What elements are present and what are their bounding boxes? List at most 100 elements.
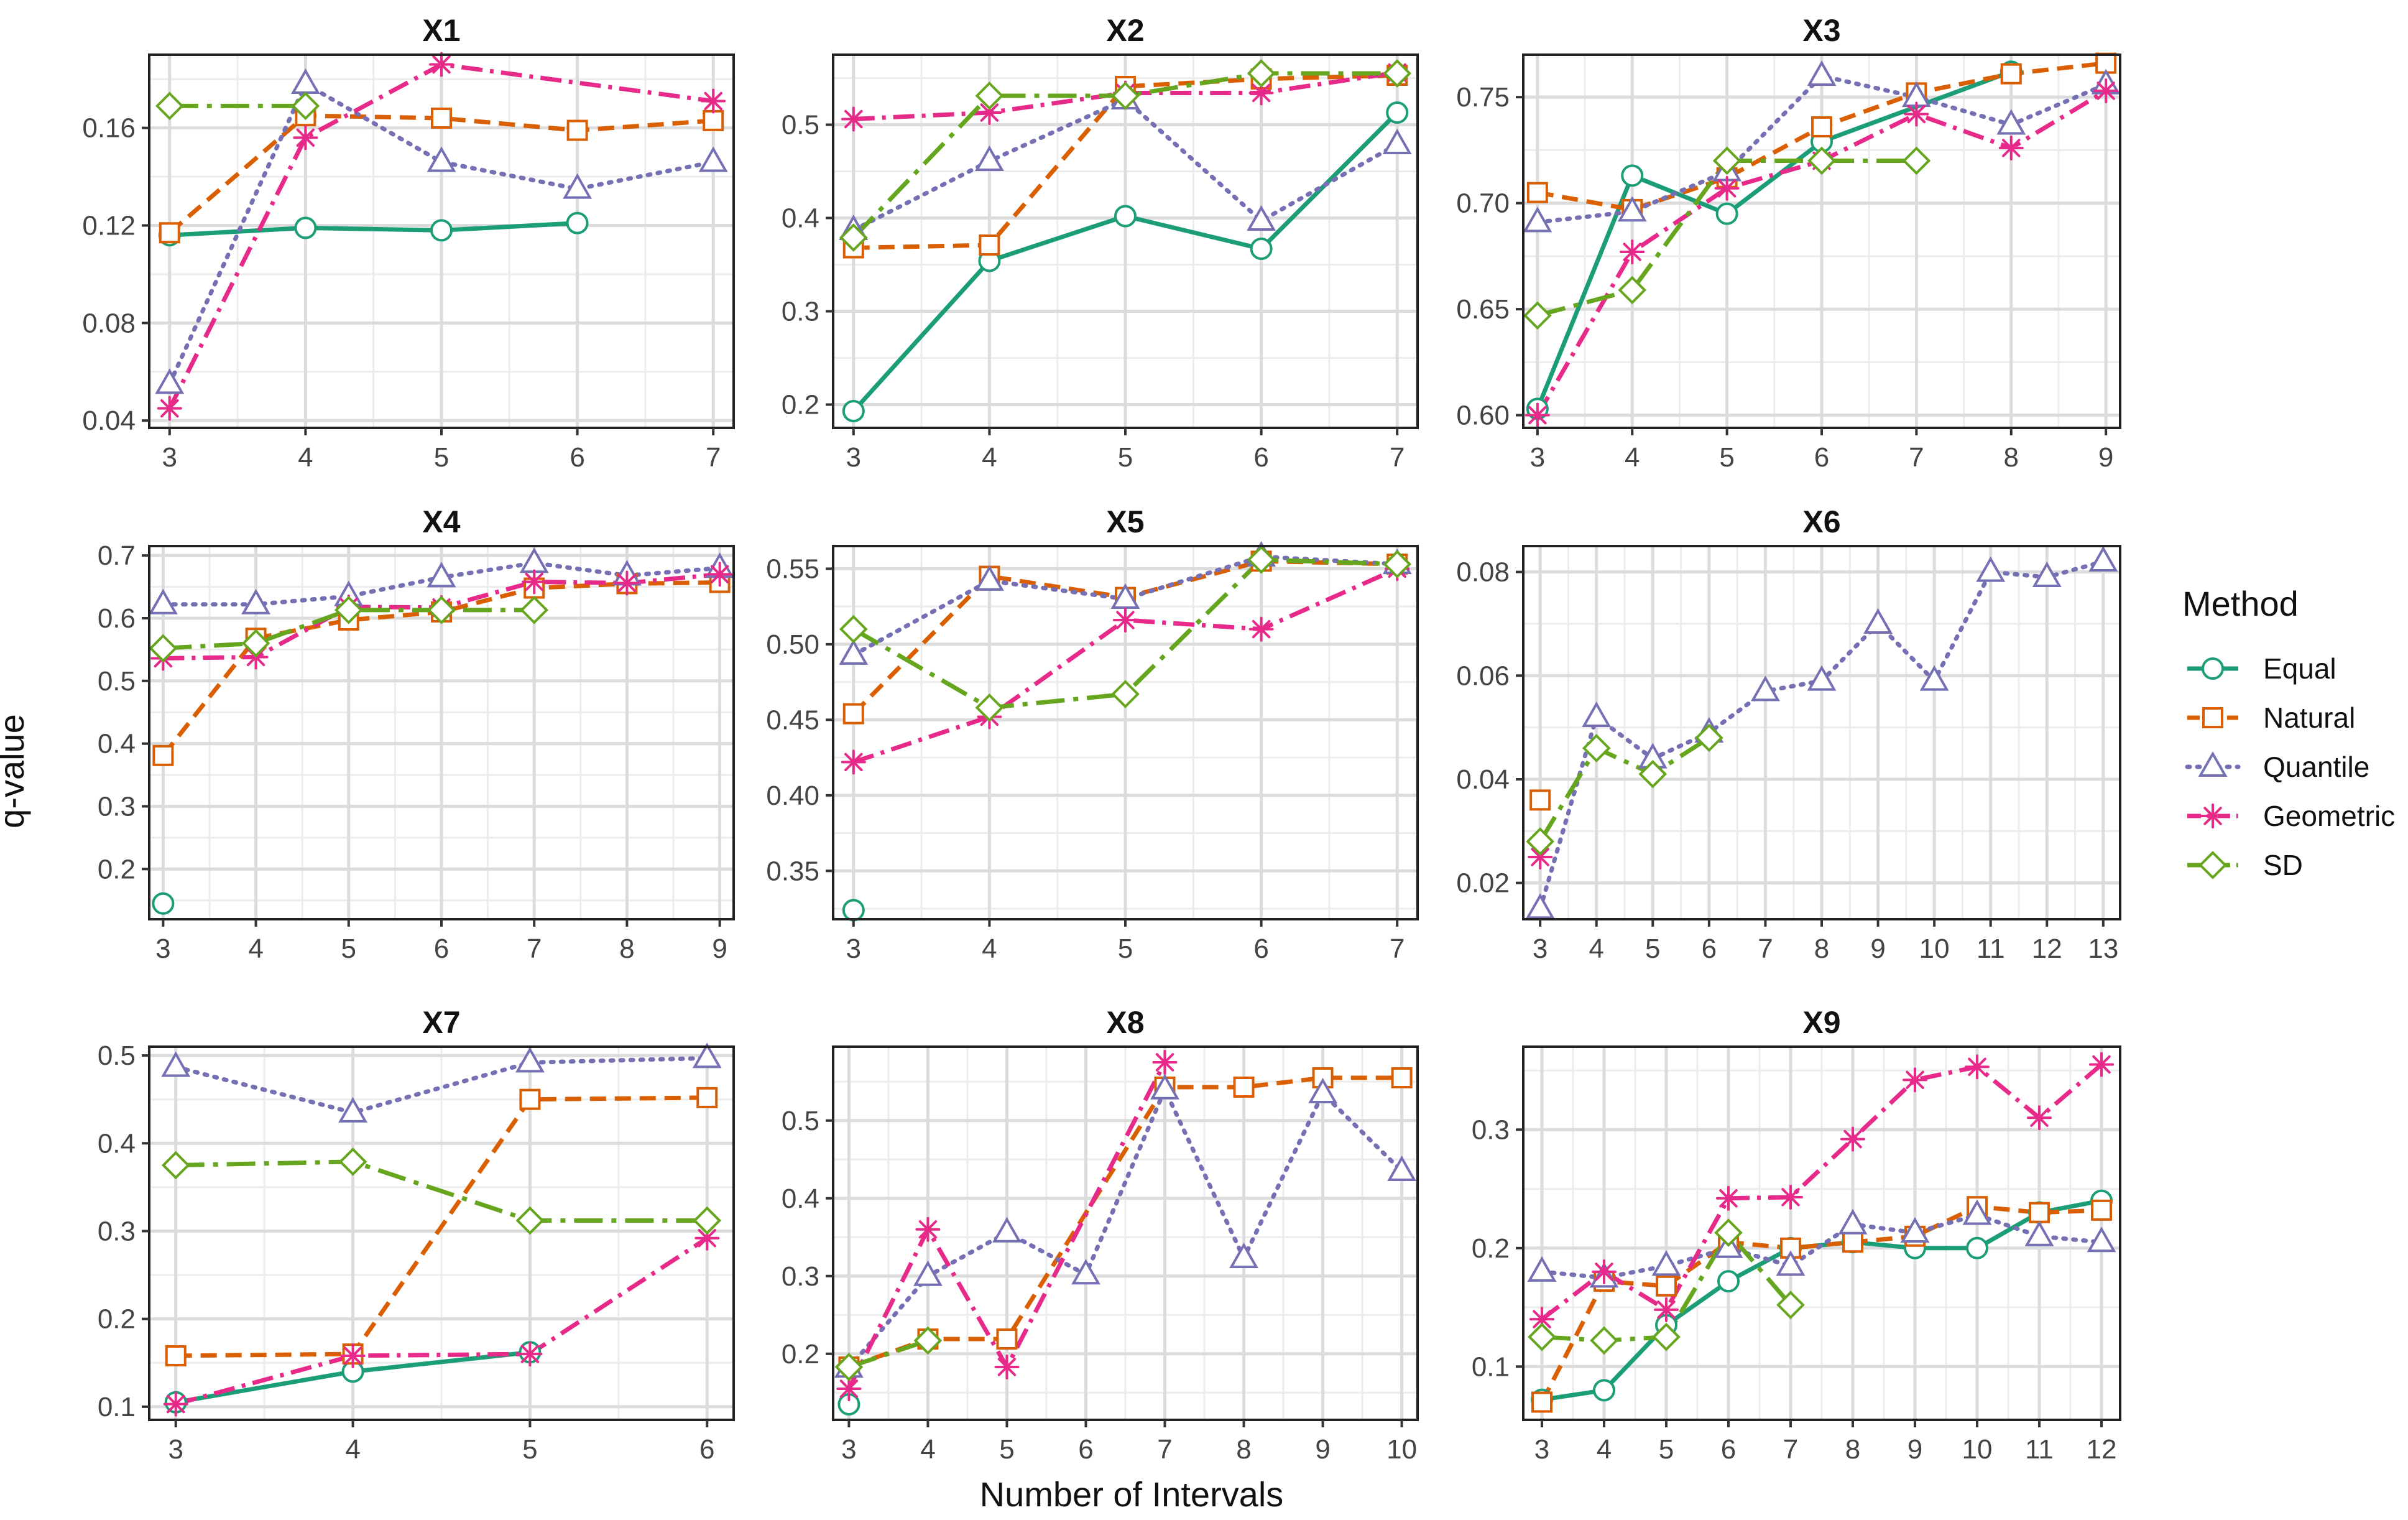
panel-title: X5 xyxy=(1106,504,1144,539)
x-tick-label: 4 xyxy=(248,934,263,964)
data-point xyxy=(703,109,724,131)
series-line-sd xyxy=(1538,736,1710,843)
data-point xyxy=(1592,1259,1617,1284)
data-point xyxy=(1716,1185,1741,1211)
data-point xyxy=(1638,759,1668,789)
data-point xyxy=(979,234,1000,256)
data-point xyxy=(563,173,593,199)
y-tick-label: 0.1 xyxy=(1472,1351,1510,1382)
data-point xyxy=(1617,196,1647,222)
panel-x4: 3 4 5 6 7 8 9 0.2 0.3 0.4 0.5 0.6 0.7 X4 xyxy=(98,504,735,964)
legend-label: Natural xyxy=(2263,702,2355,734)
series-points-quantile xyxy=(1525,545,2118,919)
data-point xyxy=(566,211,589,234)
data-point xyxy=(1996,109,2026,135)
data-point xyxy=(1526,827,1554,856)
series-line-natural xyxy=(1539,1204,2102,1404)
series-points-sd xyxy=(149,596,549,663)
data-point xyxy=(1965,1054,1990,1080)
y-tick-label: 0.06 xyxy=(1456,660,1510,691)
data-point xyxy=(429,52,454,77)
y-tick-label: 0.40 xyxy=(766,781,819,811)
data-point xyxy=(1621,164,1644,187)
x-tick-label: 6 xyxy=(1721,1434,1736,1465)
data-point xyxy=(1840,1126,1865,1152)
data-point xyxy=(155,91,184,121)
data-point xyxy=(1113,608,1138,633)
data-point xyxy=(693,1206,722,1235)
data-point xyxy=(2029,1202,2050,1223)
data-point xyxy=(1247,59,1276,88)
series-line-sd xyxy=(848,1338,929,1369)
x-tick-label: 11 xyxy=(2025,1434,2054,1465)
data-point xyxy=(1778,1184,1803,1210)
series-points-quantile xyxy=(155,68,728,394)
y-tick-label: 0.65 xyxy=(1456,294,1510,325)
x-tick-label: 8 xyxy=(619,934,634,964)
x-tick-label: 5 xyxy=(999,1434,1014,1465)
y-tick-label: 0.5 xyxy=(98,1040,136,1071)
data-point xyxy=(1811,116,1832,137)
x-tick-label: 6 xyxy=(1078,1434,1093,1465)
data-point xyxy=(1233,1077,1255,1098)
data-point xyxy=(520,596,549,624)
legend-key-marker xyxy=(2198,751,2228,777)
data-point xyxy=(1966,1236,1988,1259)
data-point xyxy=(152,744,174,766)
panel-title: X3 xyxy=(1802,13,1840,48)
data-point xyxy=(161,1151,190,1180)
y-tick-label: 0.45 xyxy=(766,705,819,735)
series-points-geometric xyxy=(157,52,726,421)
series-points-equal xyxy=(842,899,865,922)
y-tick-label: 0.2 xyxy=(98,1304,136,1335)
data-point xyxy=(294,216,317,239)
series-points-sd xyxy=(1528,1218,1805,1355)
y-tick-label: 0.55 xyxy=(766,554,819,584)
data-point xyxy=(517,1342,543,1367)
data-point xyxy=(1998,136,2024,160)
data-point xyxy=(1715,202,1738,225)
legend-label: Geometric xyxy=(2263,800,2395,832)
data-point xyxy=(163,1391,188,1417)
x-tick-label: 5 xyxy=(1645,934,1660,964)
data-point xyxy=(427,562,456,588)
y-tick-label: 0.50 xyxy=(766,629,819,660)
data-point xyxy=(1714,1218,1743,1247)
series-points-sd xyxy=(161,1147,722,1235)
y-tick-label: 0.4 xyxy=(782,203,819,234)
data-point xyxy=(1152,1050,1178,1075)
data-point xyxy=(696,1087,718,1108)
data-point xyxy=(148,588,178,614)
x-tick-label: 3 xyxy=(155,934,170,964)
y-tick-label: 0.3 xyxy=(782,297,819,327)
data-point xyxy=(1383,550,1412,578)
data-point xyxy=(1525,402,1550,428)
x-tick-label: 7 xyxy=(1758,934,1773,964)
data-point xyxy=(1247,545,1276,574)
legend-label: Quantile xyxy=(2263,751,2369,783)
legend-item-geometric: Geometric xyxy=(2187,800,2395,832)
data-point xyxy=(431,107,452,129)
x-tick-label: 3 xyxy=(1533,934,1548,964)
data-point xyxy=(157,396,182,421)
data-point xyxy=(839,614,868,644)
data-point xyxy=(1071,1259,1100,1285)
x-tick-label: 4 xyxy=(1589,934,1603,964)
x-tick-label: 9 xyxy=(1870,934,1885,964)
data-point xyxy=(165,1345,187,1366)
legend-item-natural: Natural xyxy=(2187,702,2355,734)
panel-x6: 3 4 5 6 7 8 9 10 11 12 13 0.02 0.04 0.06 0.08 X6 xyxy=(1456,504,2121,964)
panel-x8: 3 4 5 6 7 8 9 10 0.2 0.3 0.4 0.5 X8 xyxy=(782,1005,1419,1465)
data-point xyxy=(1919,665,1949,691)
x-tick-label: 5 xyxy=(434,442,449,473)
series-points-equal xyxy=(842,101,1409,422)
data-point xyxy=(1714,175,1740,201)
y-tick-label: 0.60 xyxy=(1456,401,1510,431)
legend-title: Method xyxy=(2182,584,2299,623)
data-point xyxy=(1750,675,1780,702)
data-point xyxy=(2088,545,2118,572)
y-tick-label: 0.04 xyxy=(82,405,136,436)
data-point xyxy=(974,145,1004,171)
x-tick-label: 7 xyxy=(1157,1434,1172,1465)
data-point xyxy=(1523,206,1552,233)
